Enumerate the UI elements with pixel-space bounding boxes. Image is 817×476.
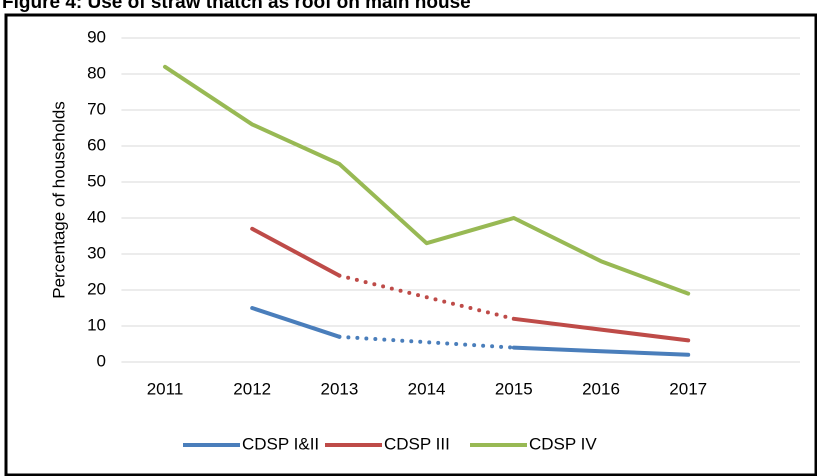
x-tick-label: 2013 [320, 379, 358, 398]
y-tick-label: 50 [87, 171, 106, 190]
gap-line [337, 273, 516, 321]
y-axis-label: Percentage of households [49, 101, 68, 299]
y-tick-label: 70 [87, 99, 106, 118]
chart-frame [4, 13, 817, 476]
legend-label: CDSP IV [529, 434, 597, 453]
y-tick-label: 30 [87, 243, 106, 262]
y-tick-label: 90 [87, 27, 106, 46]
legend-label: CDSP III [384, 434, 450, 453]
y-tick-label: 0 [97, 351, 106, 370]
x-tick-label: 2015 [495, 379, 533, 398]
y-tick-label: 60 [87, 135, 106, 154]
x-tick-label: 2012 [233, 379, 271, 398]
gap-line [337, 334, 516, 350]
series-line [163, 64, 691, 296]
x-tick-label: 2017 [669, 379, 707, 398]
legend-label: CDSP I&II [242, 434, 319, 453]
y-tick-label: 40 [87, 207, 106, 226]
y-tick-label: 80 [87, 63, 106, 82]
y-tick-label: 10 [87, 315, 106, 334]
x-tick-label: 2016 [582, 379, 620, 398]
x-tick-label: 2014 [408, 379, 446, 398]
series-line [250, 306, 691, 357]
y-tick-label: 20 [87, 279, 106, 298]
chart-title: Figure 4: Use of straw thatch as roof on… [2, 0, 471, 13]
series-line [250, 226, 691, 343]
x-tick-label: 2011 [147, 379, 184, 398]
